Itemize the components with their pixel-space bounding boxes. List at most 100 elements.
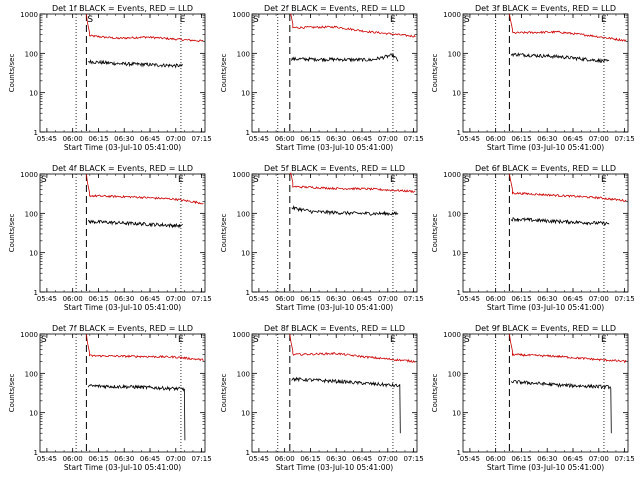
x-tick-label: 07:15 (191, 295, 211, 303)
panel-title: Det 2f BLACK = Events, RED = LLD (264, 4, 405, 13)
end-marker: E (178, 335, 184, 345)
y-tick-label: 100 (25, 50, 38, 58)
series-lld-red (86, 173, 204, 205)
end-marker: E (390, 15, 396, 25)
y-axis-label: Counts/sec (8, 54, 16, 93)
series-lld-red (289, 172, 416, 194)
y-tick-label: 1 (457, 129, 461, 137)
end-marker: E (390, 175, 396, 185)
panel-det-2: Det 2f BLACK = Events, RED = LLD 1 10 100 10… (220, 4, 424, 152)
y-axis-label: Counts/sec (431, 54, 439, 93)
y-tick-label: 1000 (232, 331, 250, 339)
x-tick-label: 06:15 (88, 135, 108, 143)
y-tick-label: 10 (29, 250, 38, 258)
y-tick-label: 1000 (443, 331, 461, 339)
x-tick-label: 07:15 (403, 295, 423, 303)
panel-det-5: Det 5f BLACK = Events, RED = LLD 1 10 100 10… (220, 164, 424, 312)
x-tick-label: 06:15 (300, 135, 320, 143)
x-axis-label: Start Time (03-Jul-10 05:41:00) (487, 463, 604, 472)
x-tick-label: 07:00 (589, 135, 609, 143)
start-marker: S (41, 335, 47, 345)
plot-frame (39, 173, 206, 293)
end-marker: E (178, 175, 184, 185)
x-tick-label: 06:45 (352, 135, 372, 143)
y-axis-label: Counts/sec (220, 374, 228, 413)
start-marker: S (253, 15, 259, 25)
x-tick-label: 07:00 (589, 455, 609, 463)
start-marker: S (41, 175, 47, 185)
x-tick-label: 07:00 (378, 455, 398, 463)
series-events-black (291, 53, 399, 63)
series-lld-red (509, 173, 627, 202)
panel-det-1: Det 1f BLACK = Events, RED = LLD 1 10 100 10… (8, 4, 212, 152)
series-lld-red (289, 13, 416, 38)
x-tick-label: 06:30 (114, 295, 134, 303)
y-tick-label: 100 (25, 370, 38, 378)
panel-title: Det 1f BLACK = Events, RED = LLD (52, 4, 193, 13)
plot-frame (39, 333, 206, 453)
x-tick-label: 07:15 (403, 455, 423, 463)
x-axis-label: Start Time (03-Jul-10 05:41:00) (64, 303, 181, 312)
x-tick-label: 07:15 (191, 455, 211, 463)
x-tick-label: 06:30 (114, 135, 134, 143)
y-tick-label: 100 (448, 210, 461, 218)
x-tick-label: 06:00 (63, 295, 83, 303)
y-tick-label: 10 (29, 410, 38, 418)
end-marker: E (601, 15, 607, 25)
x-tick-label: 06:15 (511, 135, 531, 143)
x-tick-label: 06:45 (352, 295, 372, 303)
x-tick-label: 06:15 (88, 455, 108, 463)
panel-det-3: Det 3f BLACK = Events, RED = LLD 1 10 100 10… (431, 4, 635, 152)
series-events-black (87, 383, 186, 441)
y-tick-label: 1 (246, 129, 250, 137)
x-tick-label: 06:45 (563, 295, 583, 303)
x-tick-label: 06:00 (486, 295, 506, 303)
panel-det-7: Det 7f BLACK = Events, RED = LLD 1 10 100 10… (8, 324, 212, 472)
x-tick-label: 07:15 (614, 455, 634, 463)
series-lld-red (509, 333, 627, 364)
panel-title: Det 8f BLACK = Events, RED = LLD (264, 324, 405, 333)
y-axis-label: Counts/sec (220, 214, 228, 253)
series-events-black (510, 217, 610, 226)
x-tick-label: 06:45 (352, 455, 372, 463)
x-tick-label: 06:45 (563, 455, 583, 463)
y-tick-label: 100 (25, 210, 38, 218)
x-tick-label: 06:30 (326, 135, 346, 143)
panel-title: Det 6f BLACK = Events, RED = LLD (475, 164, 616, 173)
panel-det-8: Det 8f BLACK = Events, RED = LLD 1 10 100 10… (220, 324, 424, 472)
end-marker: E (180, 15, 186, 25)
y-tick-label: 1000 (232, 171, 250, 179)
y-tick-label: 100 (448, 50, 461, 58)
series-lld-red (289, 333, 416, 363)
y-tick-label: 100 (237, 50, 250, 58)
x-tick-label: 06:00 (275, 295, 295, 303)
x-axis-label: Start Time (03-Jul-10 05:41:00) (487, 303, 604, 312)
panel-det-4: Det 4f BLACK = Events, RED = LLD 1 10 100 10… (8, 164, 212, 312)
series-events-black (291, 204, 399, 217)
x-tick-label: 06:00 (275, 135, 295, 143)
x-axis-label: Start Time (03-Jul-10 05:41:00) (276, 463, 393, 472)
panel-title: Det 7f BLACK = Events, RED = LLD (52, 324, 193, 333)
x-tick-label: 05:45 (460, 295, 480, 303)
x-axis-label: Start Time (03-Jul-10 05:41:00) (64, 143, 181, 152)
x-axis-label: Start Time (03-Jul-10 05:41:00) (276, 303, 393, 312)
y-tick-label: 1 (457, 449, 461, 457)
x-tick-label: 06:00 (486, 455, 506, 463)
x-tick-label: 07:15 (191, 135, 211, 143)
x-tick-label: 07:15 (614, 295, 634, 303)
y-tick-label: 100 (448, 370, 461, 378)
series-events-black (87, 219, 183, 229)
x-axis-label: Start Time (03-Jul-10 05:41:00) (276, 143, 393, 152)
panel-title: Det 3f BLACK = Events, RED = LLD (475, 4, 616, 13)
series-events-black (510, 52, 610, 64)
x-tick-label: 06:00 (63, 455, 83, 463)
y-tick-label: 10 (241, 250, 250, 258)
x-tick-label: 05:45 (37, 455, 57, 463)
x-axis-label: Start Time (03-Jul-10 05:41:00) (64, 463, 181, 472)
x-tick-label: 06:30 (114, 455, 134, 463)
series-events-black (510, 379, 612, 434)
end-marker: E (390, 335, 396, 345)
x-tick-label: 06:30 (326, 295, 346, 303)
